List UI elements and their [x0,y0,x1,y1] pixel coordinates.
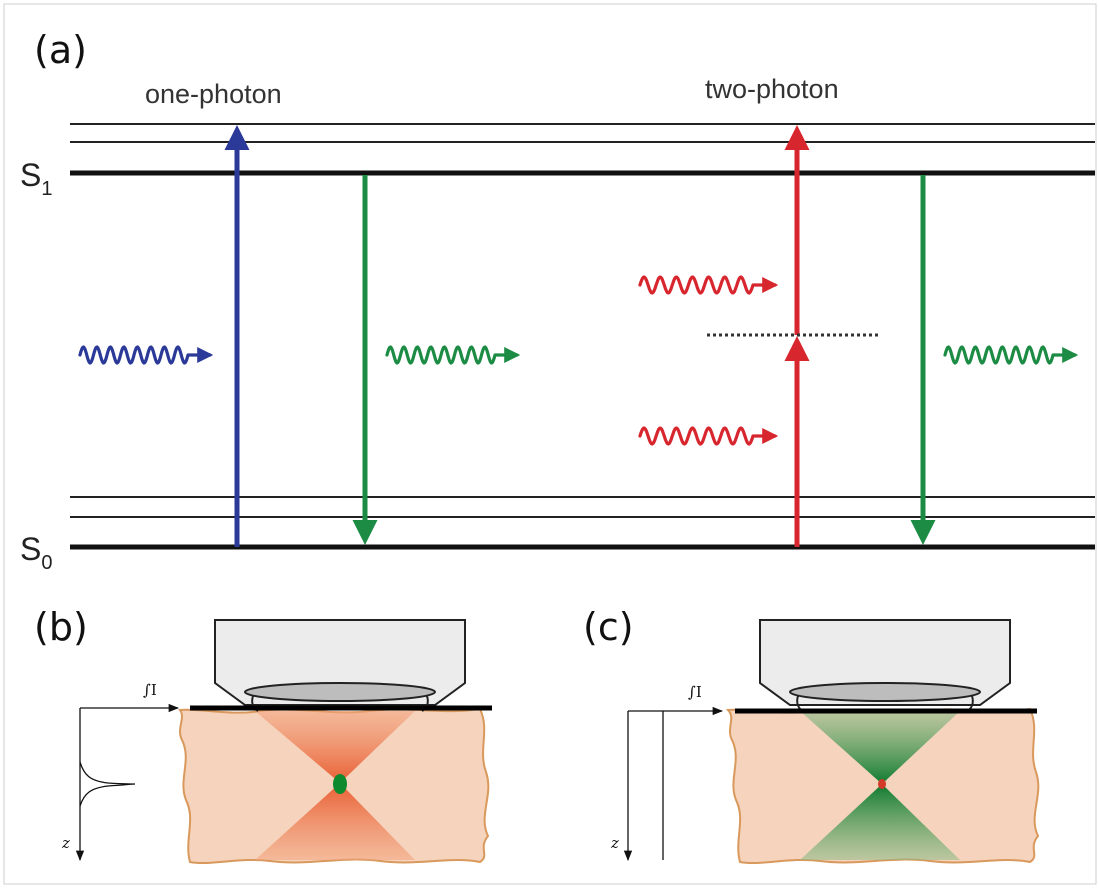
panel-a-label: (a) [34,28,87,72]
s1-label: S1 [20,157,52,200]
s0-label: S0 [20,531,52,574]
excitation-cone-lower-b [255,783,415,860]
immersion-lens-c [789,682,981,702]
figure-border [3,3,1097,885]
z-label-b: z [61,834,70,852]
fluorescence-focal-spot-b [333,774,347,794]
red-photon-wave-lower [638,426,779,446]
panel-b: (b) ∫I z [34,605,492,865]
immersion-lens-b [244,682,436,702]
photon-wave-path [638,426,779,446]
panel-b-label: (b) [34,605,88,649]
panel-c: (c) ∫I z [583,605,1040,865]
photon-wave-path [638,275,779,295]
objective-lens-c [759,619,1011,706]
intensity-profile-b [79,761,136,807]
green-photon-wave-two-photon [943,345,1079,365]
excitation-cone-lower-c [800,784,960,860]
panel-c-label: (c) [583,605,634,649]
z-label-c: z [610,834,619,852]
excitation-cone-upper-c [800,711,960,784]
photon-wave-path [385,345,521,365]
excitation-cone-upper-b [255,711,415,783]
panel-a: (a) one-photon two-photon S1 S0 [20,28,1095,574]
integral-intensity-label-c: ∫I [688,683,702,701]
two-photon-label: two-photon [705,74,839,104]
photon-wave-path [78,345,214,365]
one-photon-label: one-photon [145,79,282,109]
green-photon-wave-one-photon [385,345,521,365]
blue-photon-wave [78,345,214,365]
photon-wave-path [943,345,1079,365]
integral-intensity-label-b: ∫I [143,681,157,699]
fluorescence-focal-spot-c [878,779,886,789]
red-photon-wave-upper [638,275,779,295]
objective-lens-b [214,619,466,706]
